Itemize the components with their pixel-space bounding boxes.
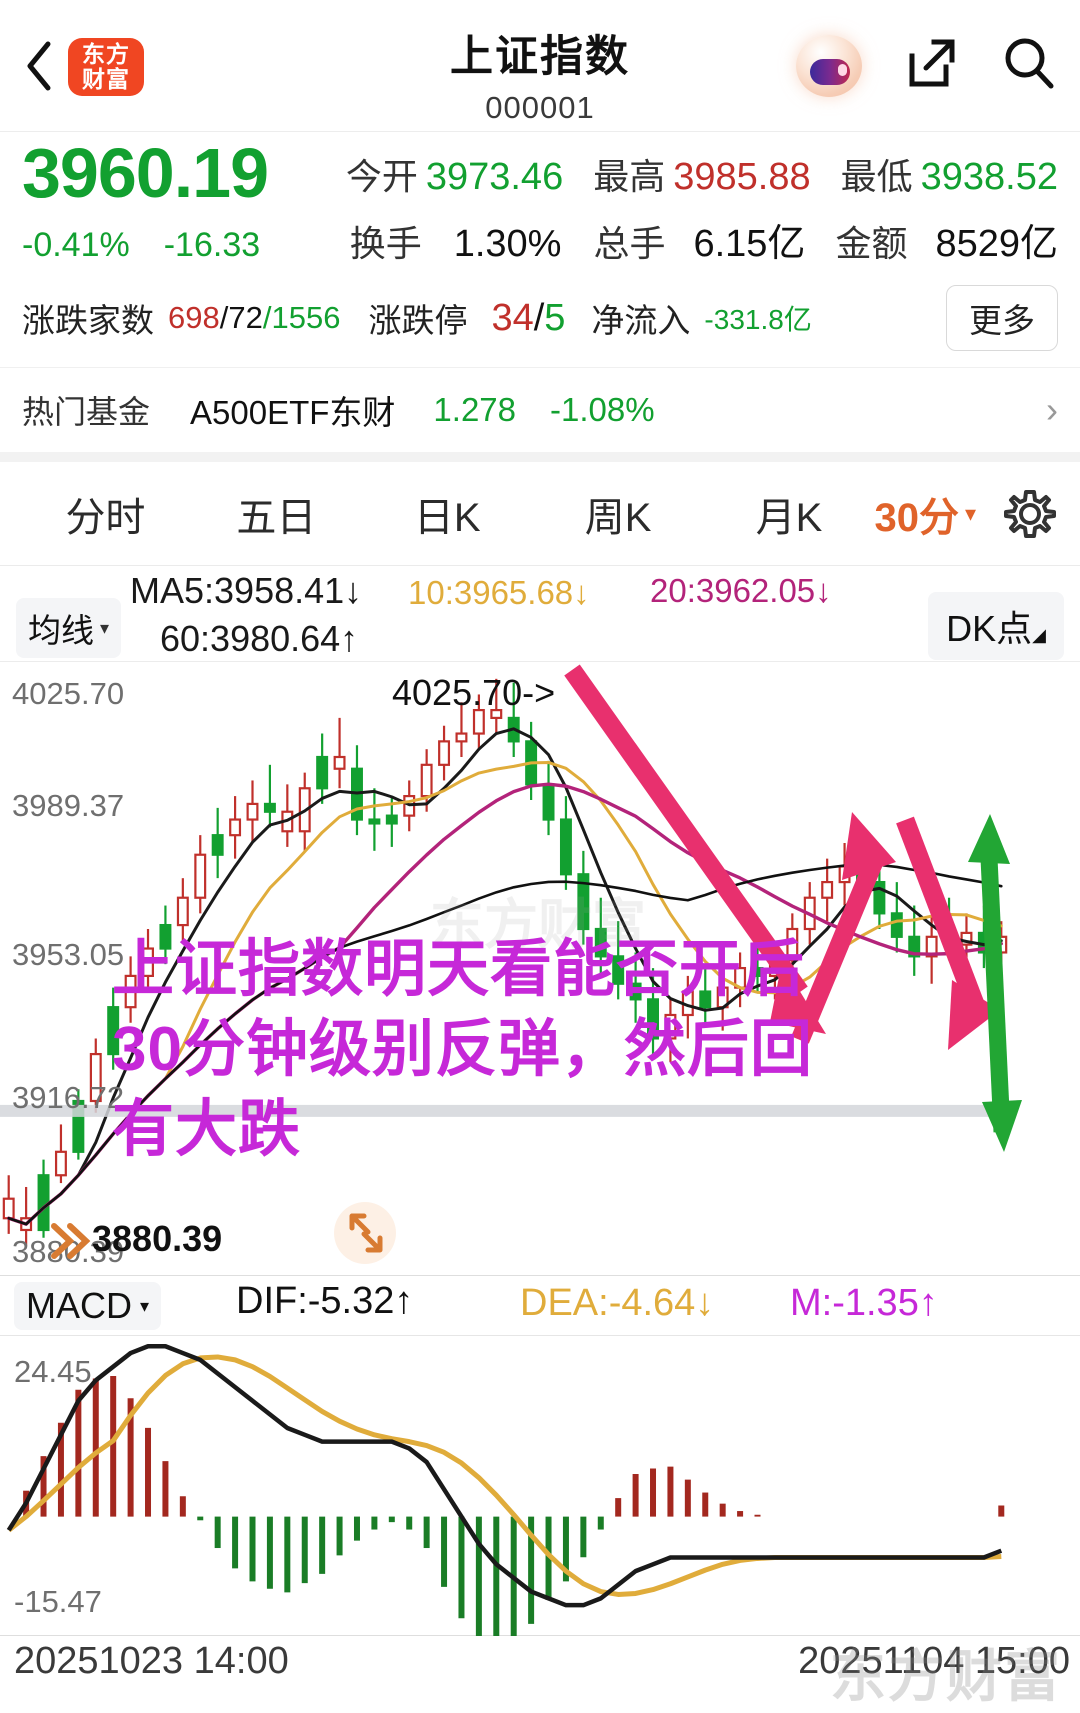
hot-fund-change: -1.08% xyxy=(550,391,655,428)
chevron-down-icon: ▾ xyxy=(100,617,110,638)
low-callout-label: 3880.39 xyxy=(92,1218,223,1259)
tab-rik[interactable]: 日K xyxy=(413,495,481,540)
quote-row-breadth: 涨跌家数 698 / 72 / 1556 涨跌停 34 / 5 净流入 -331… xyxy=(22,285,1058,351)
hot-fund-price: 1.278 xyxy=(433,391,517,428)
high-label: 最高 xyxy=(593,156,666,197)
chevron-right-icon[interactable]: › xyxy=(1046,389,1058,430)
high-callout-label: 4025.70-> xyxy=(392,672,556,713)
macd-m-value: M:-1.35↑ xyxy=(790,1282,938,1324)
price-tick-0: 4025.70 xyxy=(12,676,125,711)
tab-zhouk[interactable]: 周K xyxy=(584,495,652,540)
ma-selector-dropdown[interactable]: 均线 ▾ xyxy=(16,598,122,658)
gear-icon[interactable] xyxy=(1000,484,1060,544)
macd-header-bar: MACD ▾ DIF:-5.32↑ DEA:-4.64↓ M:-1.35↑ xyxy=(0,1276,1080,1336)
ma60-value: 60:3980.64↑ xyxy=(160,618,359,659)
macd-dif-value: DIF:-5.32↑ xyxy=(236,1280,414,1322)
netflow-value: -331.8亿 xyxy=(704,304,812,335)
brand-line-1: 东方 xyxy=(82,41,130,67)
ma-selector-label: 均线 xyxy=(28,612,94,649)
header-icon-group xyxy=(796,34,1058,97)
open-label: 今开 xyxy=(345,156,418,197)
price-tick-1: 3989.37 xyxy=(12,788,125,823)
macd-canvas xyxy=(6,1344,1005,1636)
tab-30min[interactable]: 30分 xyxy=(874,495,959,540)
high-value: 3985.88 xyxy=(673,156,811,198)
limit-up: 34 xyxy=(491,296,534,339)
dk-point-label: DK点 xyxy=(946,608,1033,649)
macd-chart[interactable]: 24.45 -15.47 xyxy=(0,1336,1080,1636)
macd-tick-bottom: -15.47 xyxy=(14,1584,102,1619)
breadth-flat: 72 xyxy=(228,300,263,335)
quote-row-primary: 3960.19 今开 3973.46 最高 3985.88 最低 3938.52 xyxy=(22,136,1058,210)
macd-selector-dropdown[interactable]: MACD ▾ xyxy=(14,1282,162,1330)
tab-fenshi[interactable]: 分时 xyxy=(65,495,146,540)
share-icon[interactable] xyxy=(902,34,960,97)
candlestick-canvas xyxy=(0,664,1022,1246)
macd-tick-top: 24.45 xyxy=(14,1354,92,1389)
price-tick-2: 3953.05 xyxy=(12,937,125,972)
chart-date-axis: 20251023 14:00 20251104 15:00 东方财富 xyxy=(0,1636,1080,1708)
open-value: 3973.46 xyxy=(425,156,564,198)
volume-value: 6.15亿 xyxy=(693,223,806,265)
breadth-down: 1556 xyxy=(271,300,341,335)
last-price: 3960.19 xyxy=(22,134,269,212)
limit-label: 涨跌停 xyxy=(368,302,468,339)
chart-period-tabs: 分时 五日 日K 周K 月K 30分 ▾ xyxy=(0,462,1080,566)
moving-average-bar: 均线 ▾ MA5:3958.41↓ 10:3965.68↓ 20:3962.05… xyxy=(0,566,1080,662)
change-amount: -16.33 xyxy=(163,226,261,264)
low-label: 最低 xyxy=(840,156,913,197)
bottom-watermark: 东方财富 xyxy=(830,1645,1062,1708)
quote-row-secondary: -0.41% -16.33 换手 1.30% 总手 6.15亿 金额 8529亿 xyxy=(22,212,1058,267)
candlestick-chart[interactable]: 4025.70 3989.37 3953.05 3916.72 3880.39 … xyxy=(0,662,1080,1276)
macd-dea-value: DEA:-4.64↓ xyxy=(520,1282,715,1324)
quote-panel: 3960.19 今开 3973.46 最高 3985.88 最低 3938.52… xyxy=(0,132,1080,351)
collapse-chevrons-icon[interactable] xyxy=(40,1218,96,1264)
volume-label: 总手 xyxy=(593,223,666,264)
change-percent: -0.41% xyxy=(22,226,130,264)
more-button[interactable]: 更多 xyxy=(946,285,1058,351)
ma20-value: 20:3962.05↓ xyxy=(650,572,832,609)
search-icon[interactable] xyxy=(1000,34,1058,97)
date-axis-start: 20251023 14:00 xyxy=(14,1640,289,1682)
price-tick-3: 3916.72 xyxy=(12,1080,125,1115)
app-header: 东方 财富 上证指数 000001 xyxy=(0,0,1080,132)
amount-label: 金额 xyxy=(835,223,908,264)
expand-arrows-icon[interactable] xyxy=(330,1202,400,1264)
brand-logo[interactable]: 东方 财富 xyxy=(68,38,144,96)
ma5-value: MA5:3958.41↓ xyxy=(130,570,363,611)
breadth-up: 698 xyxy=(168,300,220,335)
turnover-value: 1.30% xyxy=(453,223,562,265)
ma10-value: 10:3965.68↓ xyxy=(408,574,590,611)
tab-wuri[interactable]: 五日 xyxy=(236,495,317,540)
brand-line-2: 财富 xyxy=(82,66,130,92)
limit-down: 5 xyxy=(544,296,566,339)
hot-fund-row[interactable]: 热门基金 A500ETF东财 1.278 -1.08% › xyxy=(0,367,1080,462)
tab-yuek[interactable]: 月K xyxy=(755,495,823,540)
turnover-label: 换手 xyxy=(349,223,422,264)
chevron-down-icon: ▾ xyxy=(140,1295,150,1316)
low-value: 3938.52 xyxy=(920,156,1058,198)
breadth-label: 涨跌家数 xyxy=(22,302,154,339)
netflow-label: 净流入 xyxy=(591,302,691,339)
back-chevron-icon[interactable] xyxy=(22,40,56,92)
macd-selector-label: MACD xyxy=(26,1285,132,1326)
amount-value: 8529亿 xyxy=(935,223,1058,265)
chevron-down-icon[interactable]: ▾ xyxy=(964,500,976,526)
dk-point-button[interactable]: DK点◢ xyxy=(928,592,1064,660)
hot-fund-name: A500ETF东财 xyxy=(190,394,396,431)
ai-robot-avatar-icon[interactable] xyxy=(796,34,862,97)
hot-fund-label: 热门基金 xyxy=(22,394,151,430)
